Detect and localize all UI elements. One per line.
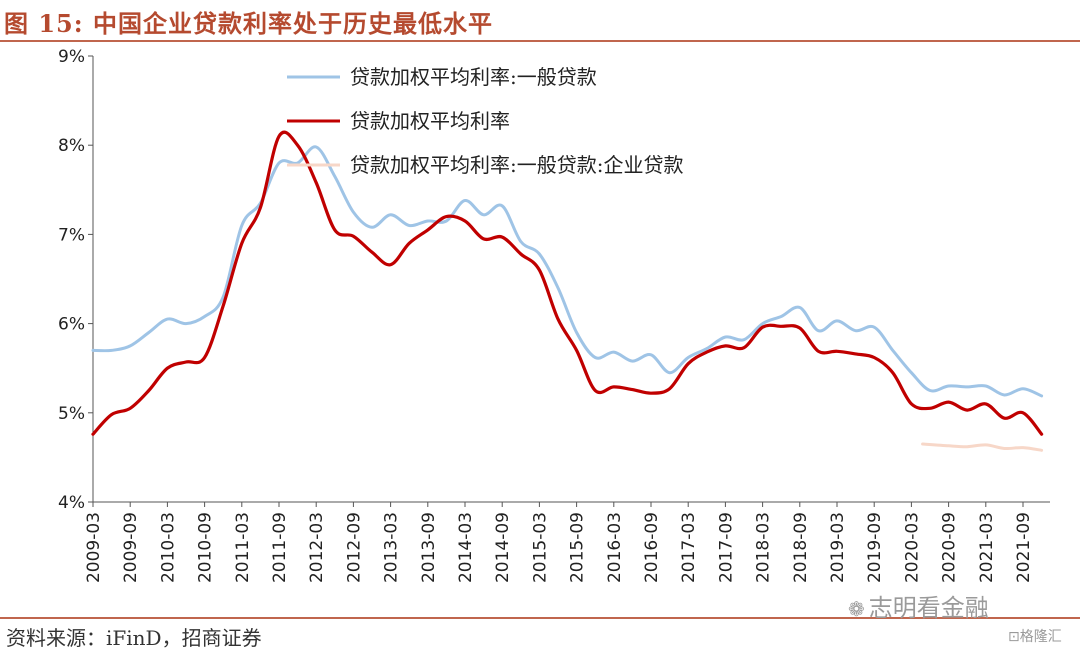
x-tick-label: 2021-09 [1014,512,1034,583]
y-tick-label: 9% [58,47,85,67]
y-tick-label: 6% [58,315,85,335]
legend-label-1: 贷款加权平均利率:一般贷款 [350,65,597,89]
x-tick-label: 2020-09 [940,512,960,583]
x-tick-label: 2018-03 [754,512,774,583]
series-line-2 [91,130,1044,436]
y-tick-label: 8% [58,136,85,156]
x-tick-label: 2019-09 [865,512,885,583]
x-tick-label: 2011-09 [270,512,290,583]
x-tick-label: 2021-03 [977,512,997,583]
series-line-1 [91,145,1044,398]
figure-title: 图 15: 中国企业贷款利率处于历史最低水平 [4,9,493,38]
y-tick-label: 7% [58,225,85,245]
top-rule [0,40,1080,42]
x-tick-label: 2014-03 [456,512,476,583]
watermark-sub-text: 格隆汇 [1019,629,1062,645]
x-tick-label: 2009-03 [84,512,104,583]
watermark-main: ❁ 志明看金融 [848,588,989,623]
x-tick-label: 2019-03 [828,512,848,583]
wechat-icon: ❁ [848,597,865,621]
x-tick-label: 2013-03 [382,512,402,583]
x-tick-label: 2012-03 [307,512,327,583]
series-line-3 [921,442,1044,452]
series-lines [91,130,1044,452]
x-tick-label: 2020-03 [902,512,922,583]
watermark-sub: ⊡格隆汇 [1008,626,1062,646]
legend-label-3: 贷款加权平均利率:一般贷款:企业贷款 [350,153,683,177]
x-tick-label: 2018-09 [791,512,811,583]
y-tick-label: 4% [58,493,85,513]
x-tick-label: 2009-09 [121,512,141,583]
x-tick-label: 2017-09 [716,512,736,583]
axes: 4% 5% 6% 7% 8% 9% 2009-03 2009-09 2010-03 2010-09… [58,47,1050,583]
bottom-rule [0,617,1080,619]
x-tick-label: 2017-03 [679,512,699,583]
x-tick-label: 2010-09 [196,512,216,583]
line-chart: 4% 5% 6% 7% 8% 9% 2009-03 2009-09 2010-03 2010-09… [58,47,1050,583]
x-tick-label: 2011-03 [233,512,253,583]
x-tick-label: 2010-03 [158,512,178,583]
y-tick-label: 5% [58,404,85,424]
watermark-main-text: 志明看金融 [868,594,989,622]
x-tick-label: 2012-09 [344,512,364,583]
x-tick-label: 2014-09 [493,512,513,583]
x-tick-label: 2016-09 [642,512,662,583]
x-tick-label: 2013-09 [419,512,439,583]
source-note: 资料来源：iFinD，招商证券 [6,626,262,650]
gelonghui-logo-icon: ⊡ [1008,629,1020,645]
x-tick-label: 2015-03 [530,512,550,583]
legend-label-2: 贷款加权平均利率 [350,109,510,133]
x-tick-label: 2015-09 [568,512,588,583]
x-tick-label: 2016-03 [605,512,625,583]
